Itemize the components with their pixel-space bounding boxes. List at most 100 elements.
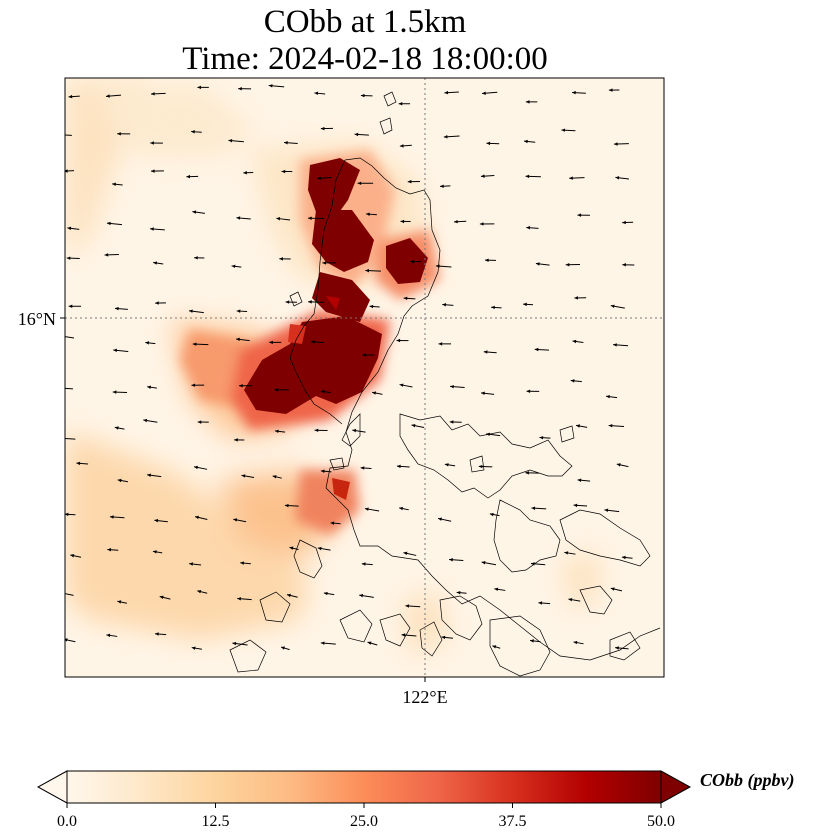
wind-arrow-head bbox=[456, 590, 461, 595]
wind-arrow-head bbox=[410, 259, 414, 264]
wind-arrow-head bbox=[367, 641, 372, 645]
wind-arrow bbox=[65, 134, 72, 136]
lon-tick-label: 122°E bbox=[402, 687, 447, 707]
wind-arrow-head bbox=[314, 428, 319, 433]
wind-arrow-head bbox=[112, 390, 117, 394]
wind-arrow-head bbox=[279, 257, 283, 261]
wind-arrow-head bbox=[365, 268, 370, 273]
wind-arrow-head bbox=[362, 353, 366, 357]
coastlines bbox=[229, 91, 661, 677]
wind-arrow-head bbox=[243, 170, 247, 175]
wind-arrow-head bbox=[150, 141, 154, 145]
wind-arrow-head bbox=[320, 641, 325, 645]
wind-arrow-head bbox=[478, 464, 483, 469]
wind-arrow-head bbox=[106, 633, 111, 638]
colorbar-label: CObb (ppbv) bbox=[700, 770, 794, 791]
colorbar-ticks: 0.0 12.5 25.0 37.5 50.0 bbox=[57, 803, 675, 830]
wind-arrow-head bbox=[239, 384, 243, 388]
colorbar-tick-label: 12.5 bbox=[202, 813, 230, 830]
wind-arrow-head bbox=[403, 296, 408, 301]
wind-arrow bbox=[65, 437, 76, 440]
wind-arrow-head bbox=[574, 296, 578, 300]
wind-arrow-head bbox=[61, 437, 65, 440]
wind-arrow-head bbox=[534, 347, 539, 352]
wind-arrow-head bbox=[191, 383, 196, 387]
wind-arrow-head bbox=[435, 264, 440, 268]
wind-arrow-head bbox=[145, 341, 150, 345]
wind-arrow-head bbox=[604, 508, 609, 512]
wind-arrow-head bbox=[443, 134, 448, 139]
colorbar-tick-label: 37.5 bbox=[499, 813, 527, 830]
map-frame bbox=[64, 77, 665, 678]
wind-arrow-head bbox=[535, 262, 540, 266]
colorbar-gradient bbox=[67, 771, 661, 803]
wind-arrow-head bbox=[194, 256, 198, 260]
wind-arrow-head bbox=[570, 379, 575, 383]
wind-arrow-head bbox=[449, 420, 454, 424]
wind-arrow-head bbox=[228, 138, 233, 143]
wind-arrow-head bbox=[269, 340, 273, 345]
wind-arrow-head bbox=[444, 463, 449, 467]
wind-arrow-head bbox=[525, 174, 530, 179]
wind-arrow-head bbox=[610, 587, 615, 591]
wind-arrow-head bbox=[480, 174, 485, 178]
wind-arrow-head bbox=[114, 426, 119, 430]
wind-arrow bbox=[65, 593, 74, 596]
wind-arrow-head bbox=[66, 256, 71, 260]
wind-arrow-head bbox=[232, 641, 237, 646]
wind-arrow-head bbox=[241, 474, 246, 478]
chart-title-line2: Time: 2024-02-18 18:00:00 bbox=[182, 41, 548, 77]
wind-arrow-head bbox=[191, 130, 195, 134]
wind-arrow-head bbox=[569, 176, 573, 180]
wind-arrow-head bbox=[523, 302, 527, 307]
wind-arrow-head bbox=[561, 128, 566, 132]
wind-arrow-head bbox=[189, 562, 193, 566]
wind-arrow-head bbox=[320, 126, 325, 131]
wind-arrow-head bbox=[154, 518, 159, 523]
wind-arrow-head bbox=[438, 342, 443, 346]
wind-arrow-head bbox=[197, 589, 202, 594]
colorbar-tick-label: 50.0 bbox=[647, 813, 675, 830]
wind-arrow-head bbox=[369, 304, 374, 309]
wind-arrow-head bbox=[284, 141, 288, 145]
wind-arrow-head bbox=[274, 388, 278, 392]
wind-arrow-head bbox=[525, 100, 530, 104]
wind-arrow-head bbox=[481, 391, 485, 395]
wind-arrow-head bbox=[236, 337, 240, 342]
wind-arrow-head bbox=[401, 633, 406, 637]
wind-arrow-head bbox=[61, 592, 65, 595]
wind-arrow-head bbox=[231, 264, 236, 269]
wind-arrow-head bbox=[526, 226, 530, 230]
wind-arrow-head bbox=[572, 90, 576, 95]
wind-arrow-head bbox=[399, 144, 404, 148]
wind-arrow-head bbox=[268, 84, 273, 88]
wind-arrow-head bbox=[317, 176, 321, 180]
wind-arrow-head bbox=[613, 142, 618, 146]
wind-arrow-head bbox=[286, 593, 291, 598]
wind-arrow-head bbox=[454, 219, 458, 224]
wind-arrow-head bbox=[486, 432, 490, 437]
wind-arrow-head bbox=[281, 169, 286, 174]
wind-arrow-head bbox=[364, 507, 369, 511]
wind-arrow-head bbox=[606, 394, 610, 399]
wind-arrow-head bbox=[372, 391, 377, 395]
wind-arrow-head bbox=[272, 475, 277, 479]
wind-arrow-head bbox=[159, 595, 164, 600]
wind-arrow-head bbox=[117, 600, 122, 604]
wind-arrow-head bbox=[308, 300, 312, 304]
wind-arrow-head bbox=[143, 418, 148, 423]
wind-arrow-head bbox=[482, 91, 486, 95]
wind-arrow-head bbox=[494, 587, 499, 592]
wind-arrow-head bbox=[106, 94, 110, 98]
colorbar-min-extend bbox=[36, 770, 68, 804]
wind-arrow-head bbox=[67, 226, 72, 231]
wind-arrow-head bbox=[485, 258, 489, 262]
lat-tick-label: 16°N bbox=[18, 309, 56, 329]
wind-arrow-head bbox=[192, 342, 197, 346]
wind-arrow bbox=[65, 387, 73, 390]
wind-arrow-head bbox=[576, 424, 580, 428]
wind-arrow-head bbox=[440, 184, 444, 188]
wind-arrow-head bbox=[354, 132, 359, 137]
wind-arrow-head bbox=[360, 93, 365, 98]
wind-arrow-head bbox=[314, 91, 319, 96]
